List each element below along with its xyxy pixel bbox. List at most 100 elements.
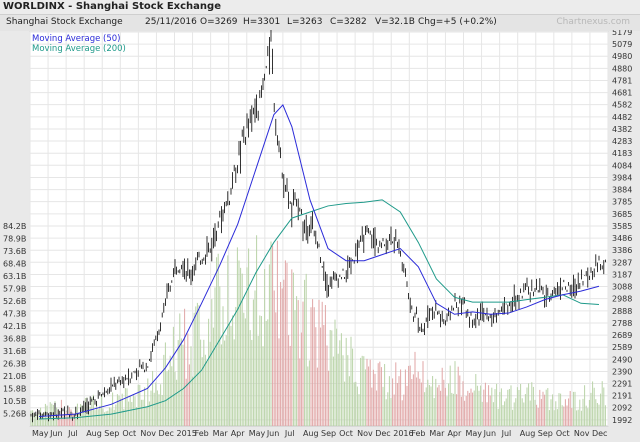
time-tick-label: 2015 — [177, 429, 197, 438]
price-tick-label: 2788 — [612, 319, 632, 328]
info-close: C=3282 — [330, 17, 367, 27]
quote-info-bar: Shanghai Stock Exchange 25/11/2016 O=326… — [0, 14, 640, 31]
volume-tick-label: 78.9B — [3, 235, 26, 244]
info-open: O=3269 — [200, 17, 238, 27]
time-tick-label: Mar — [213, 429, 229, 438]
volume-tick-label: 10.5B — [3, 397, 26, 406]
time-tick-label: Jun — [49, 429, 63, 438]
price-tick-label: 2689 — [612, 331, 632, 340]
volume-tick-label: 31.6B — [3, 347, 26, 356]
price-tick-label: 3287 — [612, 258, 632, 267]
price-tick-label: 3486 — [612, 234, 632, 243]
time-tick-label: Apr — [231, 429, 246, 438]
ma200-line — [39, 199, 600, 420]
time-tick-label: Dec — [592, 429, 607, 438]
price-tick-label: 4980 — [612, 52, 632, 61]
time-tick-label: May — [32, 429, 49, 438]
info-volume: V=32.1B — [375, 17, 415, 27]
volume-tick-label: 42.1B — [3, 322, 26, 331]
volume-tick-label: 63.1B — [3, 272, 26, 281]
price-tick-label: 5179 — [612, 30, 632, 37]
brand-watermark: Chartnexus.com — [556, 17, 630, 27]
volume-tick-label: 21.0B — [3, 372, 26, 381]
ma50-line — [38, 103, 600, 418]
time-tick-label: May — [249, 429, 266, 438]
volume-tick-label: 84.2B — [3, 222, 26, 231]
price-tick-label: 3685 — [612, 210, 632, 219]
price-tick-label: 2490 — [612, 355, 632, 364]
time-tick-label: Nov — [574, 429, 590, 438]
time-tick-label: Aug — [86, 429, 102, 438]
price-tick-label: 3585 — [612, 222, 632, 231]
info-name: Shanghai Stock Exchange — [6, 17, 123, 27]
price-tick-label: 4084 — [612, 161, 632, 170]
volume-axis: 5.26B 10.5B 15.8B 21.0B 26.3B 31.6B 36.8B 42.1B… — [3, 222, 26, 419]
price-tick-label: 3187 — [612, 270, 632, 279]
time-tick-label: Jun — [266, 429, 280, 438]
info-high: H=3301 — [243, 17, 281, 27]
volume-tick-label: 26.3B — [3, 360, 26, 369]
time-tick-label: Oct — [122, 429, 136, 438]
time-tick-label: Dec — [375, 429, 390, 438]
price-axis: 1992 2092 2191 2291 2390 2490 2589 2689 2788 2888… — [612, 30, 632, 425]
legend: Moving Average (50)Moving Average (200) — [32, 34, 126, 54]
stock-chart: 1992 2092 2191 2291 2390 2490 2589 2689 2788 2888… — [3, 30, 632, 438]
time-tick-label: Aug — [520, 429, 536, 438]
volume-tick-label: 15.8B — [3, 384, 26, 393]
time-tick-label: Jul — [284, 429, 295, 438]
price-tick-label: 4283 — [612, 137, 632, 146]
price-tick-label: 4880 — [612, 64, 632, 73]
window-title: WORLDINX - Shanghai Stock Exchange — [3, 1, 221, 12]
legend-ma50: Moving Average (50) — [32, 34, 120, 44]
price-tick-label: 2589 — [612, 343, 632, 352]
volume-tick-label: 73.6B — [3, 247, 26, 256]
price-tick-label: 4482 — [612, 113, 632, 122]
price-tick-label: 2291 — [612, 380, 632, 389]
time-tick-label: Jul — [67, 429, 78, 438]
price-tick-label: 2888 — [612, 307, 632, 316]
price-tick-label: 1992 — [612, 416, 632, 425]
price-tick-label: 4382 — [612, 125, 632, 134]
time-tick-label: Jun — [483, 429, 497, 438]
time-tick-label: Nov — [357, 429, 373, 438]
price-tick-label: 3386 — [612, 246, 632, 255]
price-tick-label: 2390 — [612, 367, 632, 376]
volume-tick-label: 47.3B — [3, 310, 26, 319]
time-tick-label: Aug — [303, 429, 319, 438]
volume-tick-label: 5.26B — [3, 410, 26, 419]
price-tick-label: 3884 — [612, 186, 632, 195]
volume-tick-label: 68.4B — [3, 260, 26, 269]
time-tick-label: Jul — [501, 429, 512, 438]
volume-tick-label: 36.8B — [3, 335, 26, 344]
time-tick-label: Sep — [538, 429, 553, 438]
info-low: L=3263 — [287, 17, 323, 27]
price-tick-label: 3785 — [612, 198, 632, 207]
price-tick-label: 2988 — [612, 295, 632, 304]
volume-tick-label: 57.9B — [3, 284, 26, 293]
time-tick-label: Mar — [429, 429, 445, 438]
time-tick-label: 2016 — [393, 429, 413, 438]
info-change: Chg=+5 (+0.2%) — [418, 17, 497, 27]
price-tick-label: 4781 — [612, 76, 632, 85]
price-candles — [30, 30, 606, 423]
price-tick-label: 3088 — [612, 283, 632, 292]
price-tick-label: 4582 — [612, 101, 632, 110]
price-tick-label: 3984 — [612, 173, 632, 182]
volume-bars — [30, 235, 606, 426]
price-tick-label: 5079 — [612, 40, 632, 49]
time-tick-label: Oct — [556, 429, 570, 438]
price-tick-label: 2191 — [612, 392, 632, 401]
volume-tick-label: 52.6B — [3, 297, 26, 306]
time-tick-label: Sep — [321, 429, 336, 438]
legend-ma200: Moving Average (200) — [32, 44, 126, 54]
time-tick-label: Apr — [447, 429, 462, 438]
time-tick-label: Oct — [339, 429, 353, 438]
time-tick-label: May — [466, 429, 483, 438]
info-date: 25/11/2016 — [145, 17, 197, 27]
time-tick-label: Feb — [411, 429, 425, 438]
time-tick-label: Feb — [195, 429, 209, 438]
time-tick-label: Dec — [158, 429, 173, 438]
time-tick-label: Sep — [104, 429, 119, 438]
